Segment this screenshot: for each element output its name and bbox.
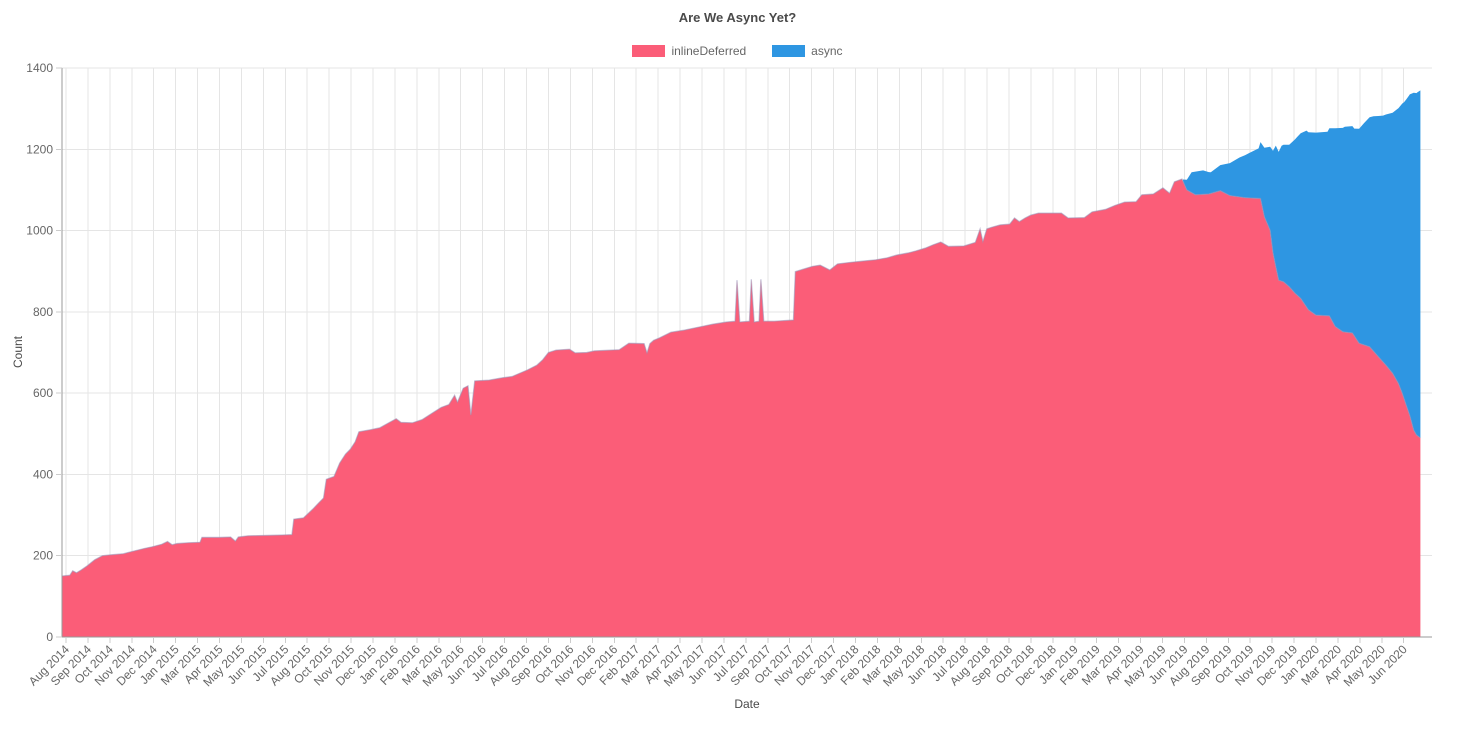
inlinedeferred-edge-line bbox=[61, 178, 1421, 577]
y-tick-label: 800 bbox=[33, 305, 53, 319]
area-inlinedeferred bbox=[62, 179, 1421, 637]
y-tick-label: 600 bbox=[33, 386, 53, 400]
y-tick-label: 0 bbox=[46, 630, 53, 644]
y-tick-label: 1400 bbox=[26, 61, 53, 75]
area-async bbox=[1183, 90, 1421, 438]
legend: inlineDeferred async bbox=[0, 44, 1475, 58]
y-axis-title: Count bbox=[11, 335, 25, 369]
legend-item-async[interactable]: async bbox=[772, 44, 843, 58]
chart-title: Are We Async Yet? bbox=[678, 10, 797, 25]
legend-label-async: async bbox=[811, 44, 843, 58]
y-tick-label: 1200 bbox=[26, 142, 53, 156]
legend-item-inlinedeferred[interactable]: inlineDeferred bbox=[632, 44, 746, 58]
legend-label-inlinedeferred: inlineDeferred bbox=[671, 44, 747, 58]
y-tick-label: 200 bbox=[33, 549, 53, 563]
legend-swatch-inlinedeferred bbox=[632, 45, 666, 57]
legend-swatch-async bbox=[772, 45, 806, 57]
x-axis-title: Date bbox=[734, 697, 760, 711]
y-tick-label: 1000 bbox=[26, 224, 53, 238]
y-tick-label: 400 bbox=[33, 467, 53, 481]
